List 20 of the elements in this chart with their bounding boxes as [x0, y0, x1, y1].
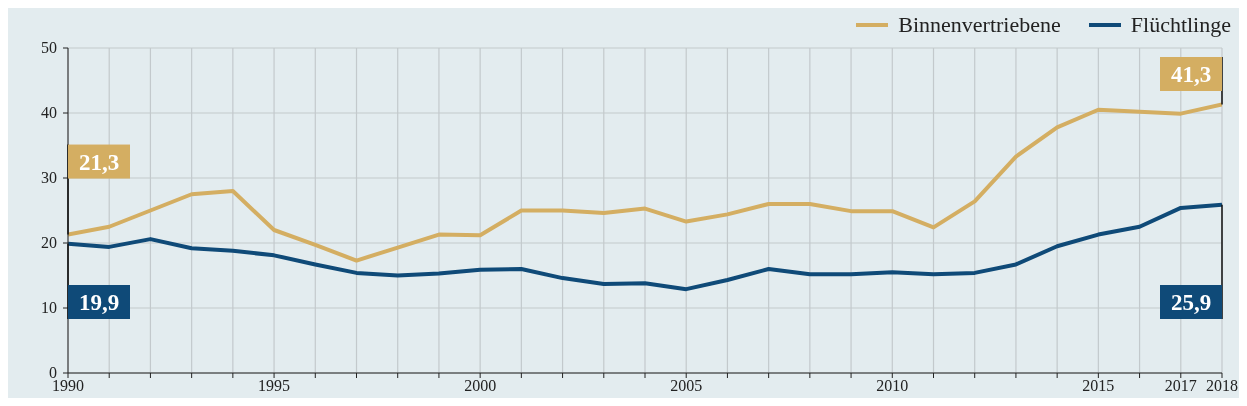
x-tick-label: 2017 [1164, 377, 1197, 395]
line-series [68, 102, 1222, 263]
y-tick-label: 40 [41, 104, 57, 121]
y-tick-label: 30 [41, 169, 57, 186]
legend-label: Binnenvertriebene [897, 12, 1061, 38]
x-tick-label: 2000 [464, 377, 497, 395]
line-series [68, 202, 1222, 292]
legend-label: Flüchtlinge [1129, 12, 1231, 38]
data-label: 25,9 [1170, 290, 1212, 315]
data-label: 21,3 [78, 149, 120, 175]
data-label: 19,9 [78, 290, 120, 315]
x-tick-label: 2018 [1206, 377, 1238, 395]
x-tick-label: 2005 [670, 377, 703, 395]
y-tick-label: 20 [41, 234, 57, 251]
y-tick-label: 10 [41, 299, 57, 316]
y-tick-label: 50 [41, 39, 57, 56]
data-label: 41,3 [1170, 62, 1212, 87]
x-tick-label: 2015 [1082, 377, 1115, 395]
x-tick-label: 1995 [258, 377, 291, 395]
x-tick-label: 2010 [876, 377, 909, 395]
